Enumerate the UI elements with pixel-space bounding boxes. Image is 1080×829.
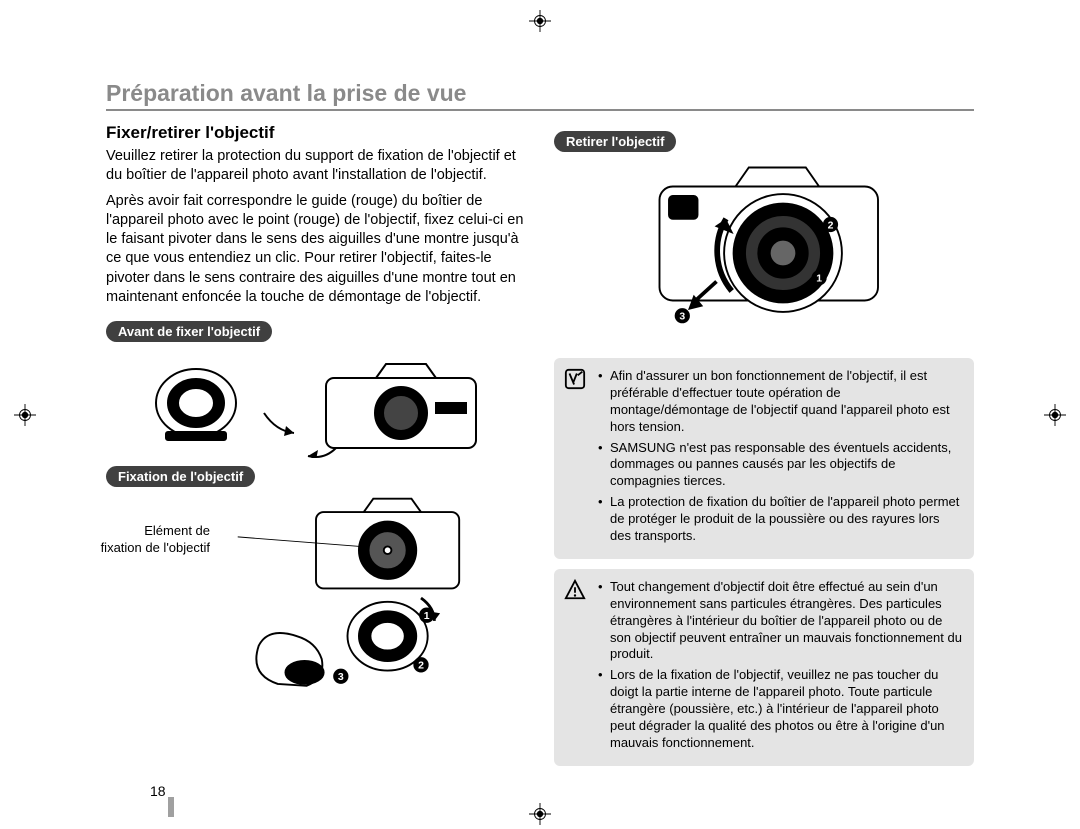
note-item: SAMSUNG n'est pas responsable des éventu…	[598, 440, 962, 491]
page-tab-marker	[168, 797, 174, 817]
illustration-caption: Elément de fixation de l'objectif	[100, 523, 210, 556]
registration-mark-icon	[1044, 404, 1066, 426]
step-pill: Avant de fixer l'objectif	[106, 321, 272, 342]
note-item: Afin d'assurer un bon fonctionnement de …	[598, 368, 962, 436]
page-title: Préparation avant la prise de vue	[106, 80, 974, 111]
paragraph: Après avoir fait correspondre le guide (…	[106, 192, 526, 308]
paragraph: Veuillez retirer la protection du suppor…	[106, 147, 526, 186]
note-item: Lors de la fixation de l'objectif, veuil…	[598, 667, 962, 751]
note-item: La protection de fixation du boîtier de …	[598, 494, 962, 545]
registration-mark-icon	[529, 803, 551, 825]
note-icon	[564, 368, 586, 390]
step-pill: Retirer l'objectif	[554, 131, 676, 152]
left-column: Fixer/retirer l'objectif Veuillez retire…	[106, 123, 526, 766]
svg-text:1: 1	[816, 274, 822, 285]
warning-icon	[564, 579, 586, 601]
svg-text:3: 3	[338, 671, 344, 683]
page-number: 18	[150, 783, 166, 799]
step-pill: Fixation de l'objectif	[106, 466, 255, 487]
registration-mark-icon	[14, 404, 36, 426]
right-column: Retirer l'objectif	[554, 123, 974, 766]
svg-text:3: 3	[679, 312, 685, 323]
section-heading: Fixer/retirer l'objectif	[106, 123, 526, 143]
registration-mark-icon	[529, 10, 551, 32]
warning-note-box: Tout changement d'objectif doit être eff…	[554, 569, 974, 766]
content-columns: Fixer/retirer l'objectif Veuillez retire…	[106, 123, 974, 766]
note-item: Tout changement d'objectif doit être eff…	[598, 579, 962, 663]
svg-text:2: 2	[828, 220, 834, 231]
svg-text:2: 2	[418, 660, 424, 672]
info-note-box: Afin d'assurer un bon fonctionnement de …	[554, 358, 974, 559]
illustration-before-attach	[106, 348, 526, 458]
illustration-remove: 1 2 3	[554, 158, 974, 348]
manual-page: Préparation avant la prise de vue Fixer/…	[106, 80, 974, 766]
